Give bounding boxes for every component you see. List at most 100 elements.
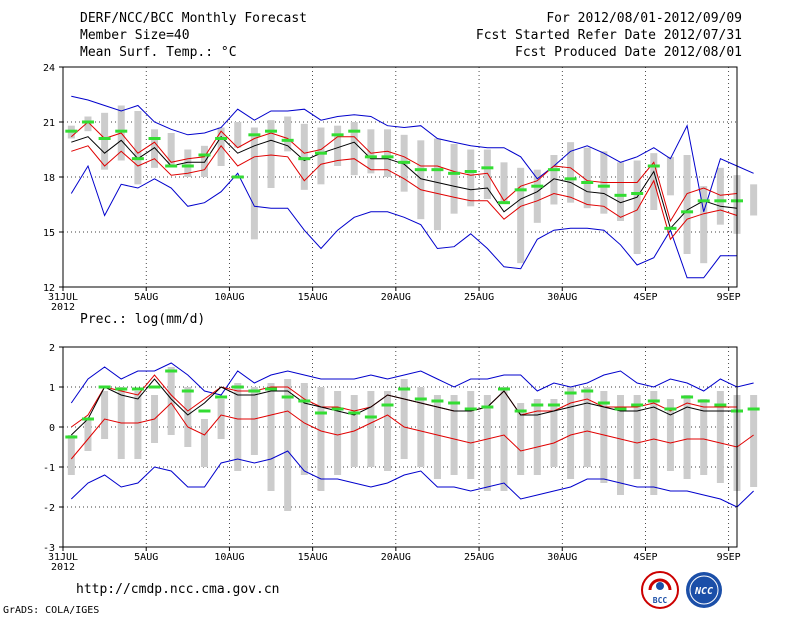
- spread-box: [600, 391, 608, 483]
- spread-box: [317, 387, 325, 491]
- spread-box: [467, 391, 475, 479]
- spread-box: [483, 149, 491, 199]
- header-right: For 2012/08/01-2012/09/09 Fcst Started R…: [476, 10, 742, 61]
- spread-box: [267, 120, 275, 188]
- header-start-date: Fcst Started Refer Date 2012/07/31: [475, 28, 742, 43]
- spread-box: [450, 144, 458, 214]
- spread-box: [300, 383, 308, 475]
- spread-box: [716, 391, 724, 483]
- x-tick-label: 15AUG: [298, 552, 328, 563]
- spread-box: [84, 116, 92, 132]
- x-tick-label: 31JUL: [48, 552, 78, 563]
- x-year-label: 2012: [51, 302, 75, 313]
- spread-box: [317, 127, 325, 185]
- y-tick-label: 24: [43, 63, 55, 74]
- spread-box: [334, 391, 342, 475]
- spread-box: [417, 140, 425, 220]
- x-tick-label: 4SEP: [633, 552, 657, 563]
- spread-box: [367, 129, 375, 174]
- spread-box: [567, 142, 575, 203]
- spread-box: [650, 391, 658, 495]
- panel-title-prec: Prec.: log(mm/d): [80, 312, 205, 327]
- spread-box: [517, 167, 525, 264]
- x-tick-label: 4SEP: [633, 292, 657, 303]
- series-line-mean: [71, 135, 738, 230]
- series-line-spread_lo: [71, 144, 738, 241]
- y-tick-label: 18: [43, 173, 55, 184]
- y-tick-label: 15: [43, 228, 55, 239]
- x-tick-label: 10AUG: [214, 552, 244, 563]
- spread-box: [633, 395, 641, 479]
- y-tick-label: -2: [43, 503, 55, 514]
- spread-box: [500, 387, 508, 491]
- spread-box: [750, 395, 758, 487]
- spread-box: [300, 123, 308, 190]
- spread-box: [134, 391, 142, 459]
- spread-box: [533, 169, 541, 223]
- chart-panel-1: 12 15 18 21 24 31JUL 5AUG 10AUG 15AUG 20AUG 25AUG 3…: [43, 63, 758, 313]
- x-tick-label: 10AUG: [214, 292, 244, 303]
- spread-box: [533, 399, 541, 475]
- spread-box: [267, 383, 275, 491]
- spread-box: [700, 399, 708, 475]
- header-title: DERF/NCC/BCC Monthly Forecast: [80, 11, 307, 26]
- spread-box: [517, 403, 525, 475]
- chart-panel-2: -3 -2 -1 0 1 2 31JUL 5AUG 10AUG 15AUG 20AUG 25AUG 30…: [43, 343, 760, 573]
- spread-box: [217, 127, 225, 166]
- spread-box: [467, 149, 475, 207]
- spread-box: [284, 116, 292, 152]
- spread-box: [450, 395, 458, 475]
- spread-box: [666, 156, 674, 196]
- header-member-size: Member Size=40: [80, 28, 190, 43]
- spread-box: [151, 129, 159, 168]
- y-tick-label: -1: [43, 463, 55, 474]
- spread-box: [167, 133, 175, 166]
- bcc-logo-text: BCC: [653, 596, 668, 605]
- series-line-max: [70, 362, 754, 404]
- spread-box: [67, 435, 75, 475]
- spread-box: [250, 387, 258, 455]
- spread-box: [134, 111, 142, 185]
- x-tick-label: 31JUL: [48, 292, 78, 303]
- spread-box: [550, 399, 558, 467]
- spread-box: [633, 160, 641, 254]
- spread-box: [167, 367, 175, 435]
- series-line-upper: [71, 95, 754, 212]
- plot-frame: [62, 346, 738, 548]
- x-tick-label: 20AUG: [381, 292, 411, 303]
- x-tick-label: 30AUG: [547, 552, 577, 563]
- spread-box: [750, 184, 758, 216]
- spread-box: [234, 383, 242, 471]
- spread-box: [200, 419, 208, 467]
- x-tick-label: 9SEP: [717, 552, 741, 563]
- ncc-logo-text: NCC: [694, 586, 713, 597]
- spread-box: [700, 186, 708, 264]
- spread-box: [567, 387, 575, 479]
- header-produced-date: Fcst Produced Date 2012/08/01: [515, 45, 742, 60]
- spread-box: [666, 399, 674, 471]
- bcc-logo: BCC: [641, 571, 679, 609]
- x-tick-label: 5AUG: [134, 292, 158, 303]
- spread-box: [500, 162, 508, 203]
- spread-box: [617, 162, 625, 221]
- spread-box: [417, 387, 425, 467]
- y-tick-label: 21: [43, 118, 55, 129]
- spread-box: [583, 147, 591, 209]
- spread-box: [350, 122, 358, 176]
- x-tick-label: 20AUG: [381, 552, 411, 563]
- header-variable: Mean Surf. Temp.: °C: [80, 45, 237, 60]
- series-line-mean: [70, 378, 737, 436]
- y-tick-label: 12: [43, 283, 55, 294]
- spread-box: [101, 112, 109, 170]
- series-line-spread_hi: [70, 121, 738, 223]
- x-tick-label: 15AUG: [298, 292, 328, 303]
- spread-box: [284, 379, 292, 511]
- spread-box: [550, 155, 558, 205]
- spread-box: [400, 379, 408, 459]
- y-tick-label: 0: [49, 423, 55, 434]
- series-line-min: [70, 450, 754, 508]
- x-tick-label: 30AUG: [547, 292, 577, 303]
- spread-box: [617, 395, 625, 495]
- spread-box: [234, 122, 242, 148]
